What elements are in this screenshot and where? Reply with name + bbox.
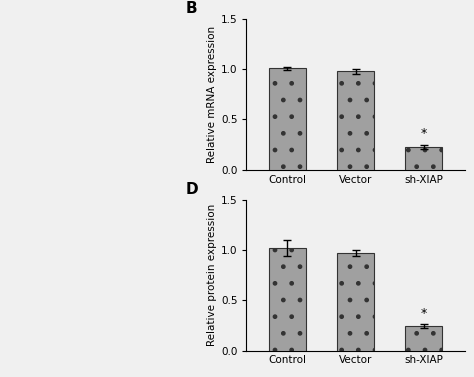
Bar: [269, 248, 306, 351]
Text: D: D: [185, 182, 198, 197]
Bar: [337, 71, 374, 170]
Bar: [405, 147, 442, 170]
Bar: [405, 326, 442, 351]
Bar: [337, 253, 374, 351]
Y-axis label: Relative mRNA expression: Relative mRNA expression: [207, 26, 217, 163]
Text: B: B: [185, 1, 197, 16]
Text: *: *: [420, 127, 427, 141]
Text: *: *: [420, 308, 427, 320]
Bar: [269, 68, 306, 170]
Y-axis label: Relative protein expression: Relative protein expression: [207, 204, 217, 346]
